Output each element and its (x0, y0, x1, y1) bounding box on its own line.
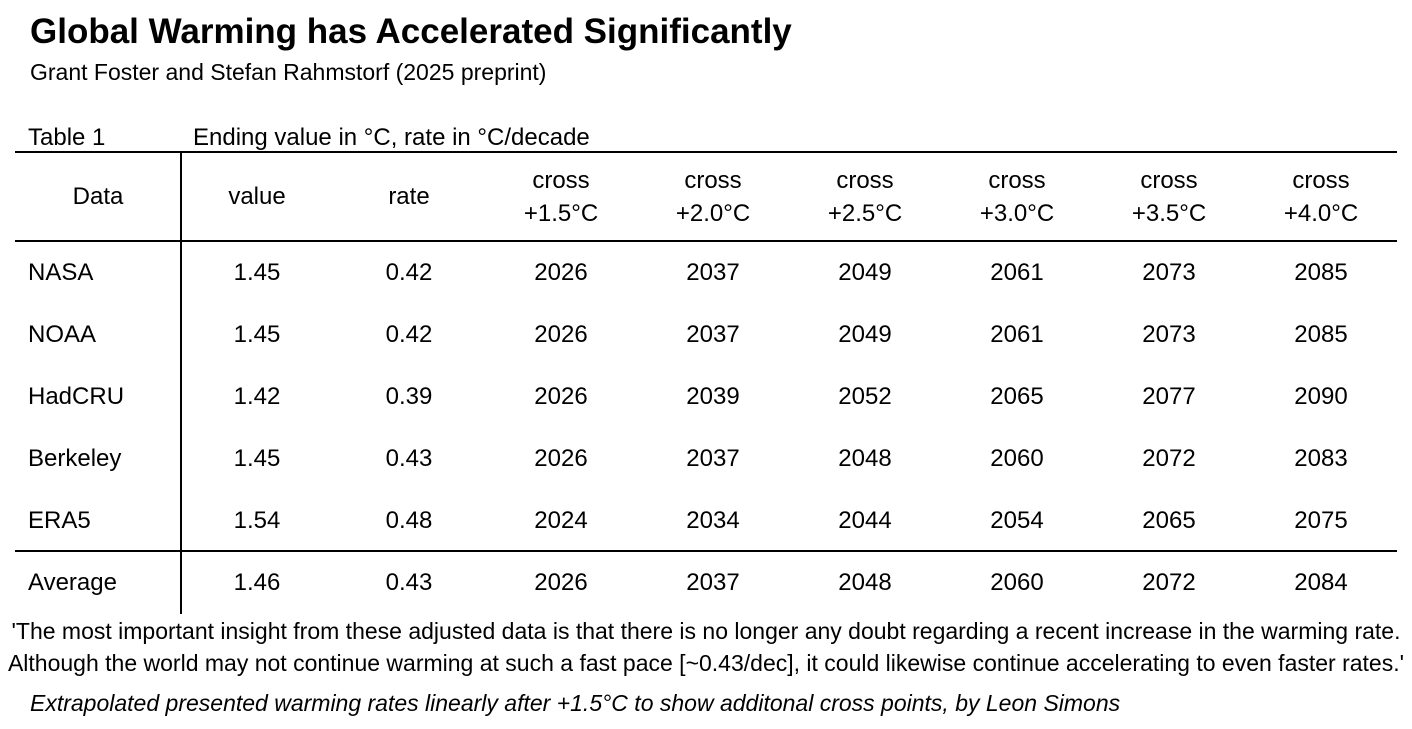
cell-cross: 2037 (686, 569, 740, 596)
column-header-value: value (228, 182, 286, 210)
cell-rate: 0.39 (385, 383, 433, 410)
table-row-berkeley: Berkeley 1.45 0.43 2026 2037 2048 2060 2… (15, 428, 1397, 490)
footnote: Extrapolated presented warming rates lin… (30, 690, 1121, 716)
cell-cross: 2048 (838, 569, 892, 596)
cell-cross: 2026 (534, 321, 588, 348)
cell-cross: 2049 (838, 259, 892, 286)
cell-value: 1.45 (233, 259, 281, 286)
cell-cross: 2037 (686, 321, 740, 348)
table-rule-top (15, 151, 1397, 153)
row-label: HadCRU (28, 383, 125, 410)
cell-cross: 2060 (990, 569, 1044, 596)
column-header-cross-1-5: cross +1.5°C (485, 164, 637, 230)
page-subtitle: Grant Foster and Stefan Rahmstorf (2025 … (30, 59, 547, 85)
cross-threshold: +2.5°C (827, 199, 903, 227)
cell-value: 1.42 (233, 383, 281, 410)
row-label: ERA5 (28, 507, 91, 534)
cell-cross: 2065 (990, 383, 1044, 410)
column-header-cross-2-0: cross +2.0°C (637, 164, 789, 230)
cross-threshold: +3.5°C (1131, 199, 1207, 227)
cell-cross: 2026 (534, 569, 588, 596)
column-header-cross-4-0: cross +4.0°C (1245, 164, 1397, 230)
cell-cross: 2085 (1294, 321, 1348, 348)
quote-line-2: Although the world may not continue warm… (7, 650, 1405, 676)
cell-cross: 2026 (534, 383, 588, 410)
cell-rate: 0.43 (385, 569, 433, 596)
cell-cross: 2072 (1142, 445, 1196, 472)
cell-cross: 2075 (1294, 507, 1348, 534)
cell-cross: 2072 (1142, 569, 1196, 596)
cell-cross: 2061 (990, 321, 1044, 348)
cell-cross: 2054 (990, 507, 1044, 534)
cell-cross: 2039 (686, 383, 740, 410)
cell-cross: 2090 (1294, 383, 1348, 410)
cell-rate: 0.43 (385, 445, 433, 472)
cell-cross: 2061 (990, 259, 1044, 286)
cell-cross: 2073 (1142, 259, 1196, 286)
cell-cross: 2085 (1294, 259, 1348, 286)
cell-value: 1.46 (233, 569, 281, 596)
cell-cross: 2073 (1142, 321, 1196, 348)
table-row-hadcru: HadCRU 1.42 0.39 2026 2039 2052 2065 207… (15, 366, 1397, 428)
table-row-average: Average 1.46 0.43 2026 2037 2048 2060 20… (15, 552, 1397, 614)
cell-cross: 2037 (686, 445, 740, 472)
cell-value: 1.45 (233, 321, 281, 348)
row-label: Average (28, 569, 117, 596)
cross-threshold: +4.0°C (1283, 199, 1359, 227)
cell-cross: 2083 (1294, 445, 1348, 472)
row-label: NASA (28, 259, 94, 286)
cell-cross: 2044 (838, 507, 892, 534)
cross-threshold: +3.0°C (979, 199, 1055, 227)
column-header-cross-3-0: cross +3.0°C (941, 164, 1093, 230)
cell-rate: 0.42 (385, 259, 433, 286)
table-rule-vertical (180, 152, 182, 614)
row-label: NOAA (28, 321, 97, 348)
cross-word: cross (532, 166, 590, 194)
cross-word: cross (1292, 166, 1350, 194)
cell-cross: 2084 (1294, 569, 1348, 596)
cell-rate: 0.48 (385, 507, 433, 534)
cell-rate: 0.42 (385, 321, 433, 348)
cell-cross: 2037 (686, 259, 740, 286)
table-row-nasa: NASA 1.45 0.42 2026 2037 2049 2061 2073 … (15, 242, 1397, 304)
table-row-era5: ERA5 1.54 0.48 2024 2034 2044 2054 2065 … (15, 490, 1397, 552)
cross-word: cross (988, 166, 1046, 194)
cell-cross: 2065 (1142, 507, 1196, 534)
cell-cross: 2052 (838, 383, 892, 410)
column-header-data: Data (72, 182, 124, 210)
table-row-noaa: NOAA 1.45 0.42 2026 2037 2049 2061 2073 … (15, 304, 1397, 366)
cross-word: cross (1140, 166, 1198, 194)
quote-line-1: 'The most important insight from these a… (11, 618, 1401, 644)
cell-cross: 2077 (1142, 383, 1196, 410)
table-header-row: Data value rate cross +1.5°C cross +2.0°… (15, 153, 1397, 240)
cell-value: 1.45 (233, 445, 281, 472)
cell-cross: 2048 (838, 445, 892, 472)
cross-word: cross (836, 166, 894, 194)
cell-cross: 2049 (838, 321, 892, 348)
column-header-cross-3-5: cross +3.5°C (1093, 164, 1245, 230)
cell-cross: 2026 (534, 445, 588, 472)
table-rule-header (15, 240, 1397, 242)
page-title: Global Warming has Accelerated Significa… (30, 12, 792, 51)
table-caption-units: Ending value in °C, rate in °C/decade (193, 124, 590, 151)
cell-cross: 2026 (534, 259, 588, 286)
row-label: Berkeley (28, 445, 122, 472)
table-caption-label: Table 1 (28, 124, 106, 151)
cross-word: cross (684, 166, 742, 194)
column-header-cross-2-5: cross +2.5°C (789, 164, 941, 230)
cross-threshold: +2.0°C (675, 199, 751, 227)
cell-cross: 2024 (534, 507, 588, 534)
column-header-rate: rate (388, 182, 430, 210)
cell-cross: 2060 (990, 445, 1044, 472)
quote-block: 'The most important insight from these a… (0, 615, 1412, 679)
cross-threshold: +1.5°C (523, 199, 599, 227)
table-rule-average (15, 550, 1397, 552)
cell-value: 1.54 (233, 507, 281, 534)
cell-cross: 2034 (686, 507, 740, 534)
